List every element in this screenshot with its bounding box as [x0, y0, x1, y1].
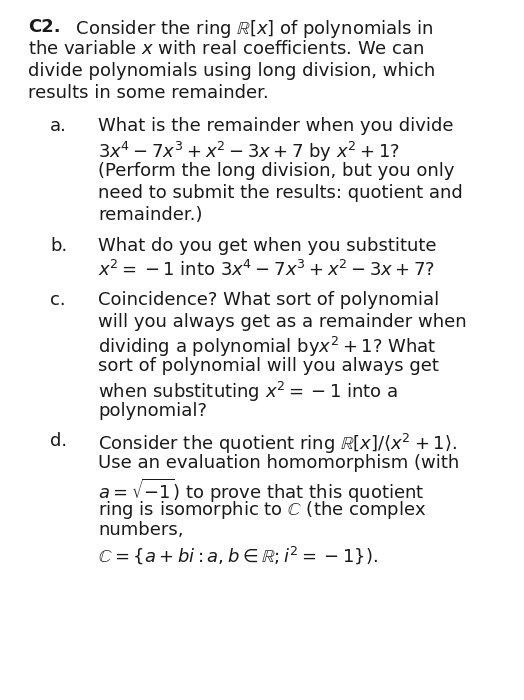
Text: C2.: C2.: [28, 18, 61, 36]
Text: What do you get when you substitute: What do you get when you substitute: [98, 237, 436, 255]
Text: need to submit the results: quotient and: need to submit the results: quotient and: [98, 184, 463, 202]
Text: Coincidence? What sort of polynomial: Coincidence? What sort of polynomial: [98, 290, 439, 309]
Text: a.: a.: [50, 117, 67, 135]
Text: will you always get as a remainder when: will you always get as a remainder when: [98, 313, 467, 330]
Text: $a = \sqrt{-1}$) to prove that this quotient: $a = \sqrt{-1}$) to prove that this quot…: [98, 477, 424, 505]
Text: d.: d.: [50, 433, 67, 450]
Text: c.: c.: [50, 290, 66, 309]
Text: results in some remainder.: results in some remainder.: [28, 84, 269, 102]
Text: polynomial?: polynomial?: [98, 402, 207, 419]
Text: ring is isomorphic to $\mathbb{C}$ (the complex: ring is isomorphic to $\mathbb{C}$ (the …: [98, 499, 427, 522]
Text: numbers,: numbers,: [98, 522, 183, 540]
Text: Use an evaluation homomorphism (with: Use an evaluation homomorphism (with: [98, 454, 459, 472]
Text: $x^2 = -1$ into $3x^4 - 7x^3 + x^2 - 3x + 7$?: $x^2 = -1$ into $3x^4 - 7x^3 + x^2 - 3x …: [98, 260, 435, 280]
Text: $\mathbb{C} = \{a + bi : a, b \in \mathbb{R}; i^2 = -1\}$).: $\mathbb{C} = \{a + bi : a, b \in \mathb…: [98, 545, 378, 566]
Text: dividing a polynomial by$x^2 + 1$? What: dividing a polynomial by$x^2 + 1$? What: [98, 335, 436, 358]
Text: Consider the quotient ring $\mathbb{R}[x]/\langle x^2 + 1\rangle$.: Consider the quotient ring $\mathbb{R}[x…: [98, 433, 457, 456]
Text: remainder.): remainder.): [98, 206, 202, 224]
Text: (Perform the long division, but you only: (Perform the long division, but you only: [98, 162, 454, 180]
Text: b.: b.: [50, 237, 67, 255]
Text: What is the remainder when you divide: What is the remainder when you divide: [98, 117, 453, 135]
Text: when substituting $x^2 = -1$ into a: when substituting $x^2 = -1$ into a: [98, 379, 398, 404]
Text: divide polynomials using long division, which: divide polynomials using long division, …: [28, 62, 435, 80]
Text: Consider the ring $\mathbb{R}[x]$ of polynomials in: Consider the ring $\mathbb{R}[x]$ of pol…: [64, 18, 433, 40]
Text: $3x^4 - 7x^3 + x^2 - 3x + 7$ by $x^2 + 1$?: $3x^4 - 7x^3 + x^2 - 3x + 7$ by $x^2 + 1…: [98, 140, 400, 164]
Text: sort of polynomial will you always get: sort of polynomial will you always get: [98, 356, 439, 374]
Text: the variable $x$ with real coefficients. We can: the variable $x$ with real coefficients.…: [28, 40, 424, 58]
